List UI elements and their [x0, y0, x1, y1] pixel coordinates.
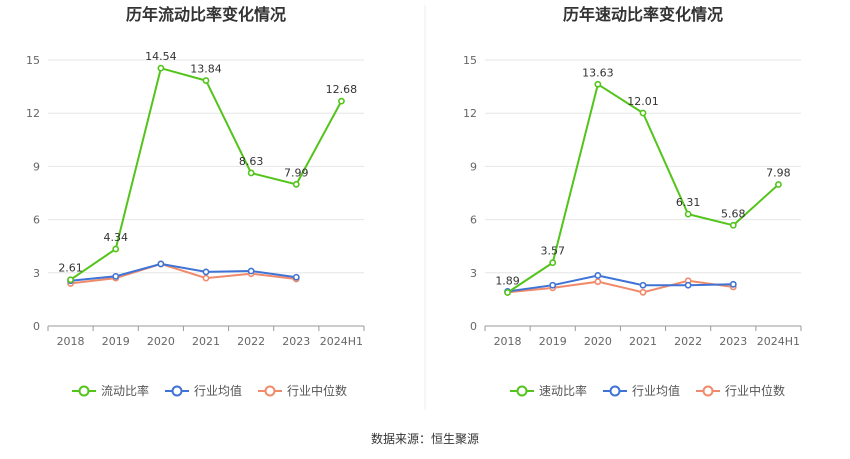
y-tick-label: 3	[33, 267, 40, 280]
data-label: 6.31	[676, 196, 701, 209]
data-source-footer: 数据来源：恒生聚源	[370, 432, 479, 446]
legend-label: 行业中位数	[287, 383, 347, 398]
data-point[interactable]	[594, 272, 602, 279]
data-point[interactable]	[292, 273, 300, 281]
x-tick-label: 2018	[57, 335, 85, 348]
data-point[interactable]	[684, 210, 692, 218]
legend-marker	[516, 385, 528, 397]
x-tick-label: 2021	[629, 335, 657, 348]
series-line-3	[507, 279, 734, 294]
y-tick-label: 15	[26, 54, 40, 67]
legend-item-1[interactable]: 流动比率	[72, 383, 149, 398]
data-point[interactable]	[639, 281, 647, 289]
legend-item-3[interactable]: 行业中位数	[258, 383, 347, 398]
data-point[interactable]	[729, 221, 737, 229]
data-point[interactable]	[247, 267, 255, 275]
data-point[interactable]	[639, 288, 647, 296]
legend-item-2[interactable]: 行业均值	[603, 383, 680, 398]
legend-marker	[609, 385, 621, 397]
data-label: 8.63	[239, 155, 264, 168]
data-point[interactable]	[157, 64, 165, 72]
legend-marker	[702, 385, 714, 397]
x-tick-label: 2022	[674, 335, 702, 348]
data-label: 12.01	[627, 95, 659, 108]
legend-item-2[interactable]: 行业均值	[165, 383, 242, 398]
data-label: 3.57	[540, 245, 565, 258]
legend-marker	[264, 385, 276, 397]
x-tick-label: 2019	[539, 335, 567, 348]
x-tick-label: 2018	[494, 335, 522, 348]
y-tick-label: 12	[463, 107, 477, 120]
chart-title: 历年流动比率变化情况	[126, 5, 286, 24]
data-point[interactable]	[338, 97, 345, 105]
data-label: 1.89	[495, 274, 520, 287]
y-tick-label: 15	[463, 54, 477, 67]
legend-item-1[interactable]: 速动比率	[510, 383, 587, 398]
data-label: 7.98	[766, 166, 791, 179]
y-tick-label: 6	[33, 214, 40, 227]
data-point[interactable]	[504, 289, 511, 296]
data-point[interactable]	[247, 169, 255, 177]
data-label: 14.54	[145, 50, 177, 63]
legend-label: 行业均值	[194, 383, 242, 398]
data-point[interactable]	[684, 281, 692, 289]
legend-label: 行业中位数	[725, 383, 785, 398]
y-tick-label: 0	[470, 320, 477, 333]
legend-marker	[171, 385, 183, 397]
data-point[interactable]	[549, 259, 557, 267]
x-tick-label: 2020	[584, 335, 612, 348]
y-tick-label: 9	[33, 160, 40, 173]
y-tick-label: 3	[470, 267, 477, 280]
y-tick-label: 9	[470, 160, 477, 173]
legend-label: 速动比率	[539, 383, 587, 398]
legend-marker	[78, 385, 90, 397]
data-point[interactable]	[729, 280, 737, 288]
data-point[interactable]	[594, 80, 602, 88]
series-line-2	[70, 262, 297, 282]
data-point[interactable]	[594, 278, 602, 286]
legend-item-3[interactable]: 行业中位数	[696, 383, 785, 398]
series-line-2	[507, 274, 734, 293]
data-label: 5.68	[721, 207, 746, 220]
data-point[interactable]	[202, 77, 210, 84]
data-point[interactable]	[112, 245, 120, 253]
x-tick-label: 2024H1	[320, 335, 363, 348]
x-tick-label: 2023	[282, 335, 310, 348]
data-label: 7.99	[284, 166, 309, 179]
x-tick-label: 2024H1	[757, 335, 800, 348]
data-label: 12.68	[326, 83, 358, 96]
x-tick-label: 2023	[719, 335, 747, 348]
series-line-3	[70, 262, 297, 285]
data-point[interactable]	[67, 276, 74, 284]
chart-1: 历年流动比率变化情况 0 3 6 9 12 15 2018 2019 2020 2021 2022 20…	[26, 5, 365, 398]
data-label: 13.63	[582, 66, 614, 79]
legend-label: 行业均值	[632, 383, 680, 398]
chart-title: 历年速动比率变化情况	[563, 5, 723, 24]
data-label: 13.84	[190, 63, 222, 76]
x-tick-label: 2022	[237, 335, 265, 348]
data-point[interactable]	[157, 260, 165, 268]
x-tick-label: 2019	[102, 335, 130, 348]
data-point[interactable]	[202, 274, 210, 282]
y-tick-label: 6	[470, 214, 477, 227]
data-label: 2.61	[58, 262, 83, 275]
y-tick-label: 12	[26, 107, 40, 120]
data-point[interactable]	[292, 180, 300, 188]
data-point[interactable]	[549, 281, 557, 289]
data-point[interactable]	[112, 272, 120, 280]
x-tick-label: 2021	[192, 335, 220, 348]
data-label: 4.34	[103, 231, 128, 244]
legend-label: 流动比率	[101, 383, 149, 398]
data-point[interactable]	[202, 268, 210, 276]
chart-2: 历年速动比率变化情况 0 3 6 9 12 15 2018 2019 2020 2021 2022 20…	[463, 5, 802, 398]
data-point[interactable]	[775, 181, 782, 188]
data-point[interactable]	[639, 109, 647, 117]
y-tick-label: 0	[33, 320, 40, 333]
x-tick-label: 2020	[147, 335, 175, 348]
